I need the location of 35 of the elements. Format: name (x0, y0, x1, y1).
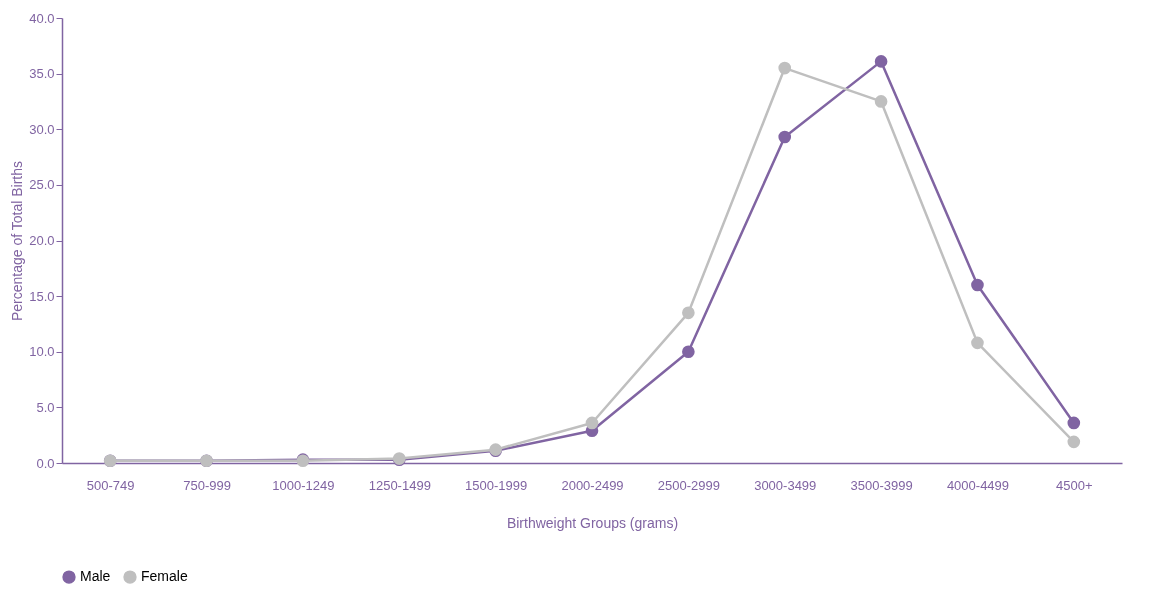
point (682, 306, 695, 320)
point (682, 345, 695, 359)
legend-label: Male (80, 568, 111, 585)
y-axis-title: Percentage of Total Births (9, 160, 26, 322)
y-tick-label: 40.0 (29, 10, 55, 26)
x-tick-label: 3500-3999 (850, 477, 913, 493)
point (971, 278, 984, 292)
y-tick-label: 10.0 (29, 344, 55, 360)
x-tick-label: 750-999 (183, 477, 231, 493)
point (1067, 416, 1081, 430)
x-tick-label: 1500-1999 (465, 477, 528, 493)
x-tick-label: 4500+ (1056, 477, 1093, 493)
x-tick-label: 3000-3499 (754, 477, 817, 493)
y-tick-label: 20.0 (29, 233, 55, 248)
y-tick-label: 25.0 (29, 177, 55, 193)
point (874, 95, 888, 108)
x-tick-label: 500-749 (86, 477, 135, 493)
x-axis-title: Birthweight Groups (grams) (506, 514, 679, 531)
x-tick-label: 2500-2999 (657, 477, 720, 493)
point (971, 336, 984, 350)
y-tick-label: 5.0 (36, 399, 55, 415)
point (1067, 435, 1081, 449)
legend-label: Female (141, 568, 188, 585)
x-tick-label: 2000-2499 (561, 477, 624, 493)
x-tick-label: 4000-4499 (946, 477, 1010, 493)
x-tick-label: 1250-1499 (368, 477, 431, 493)
y-tick-label: 0.0 (36, 455, 55, 471)
point (874, 55, 888, 68)
x-tick-label: 1000-1249 (272, 477, 335, 493)
point (778, 61, 792, 75)
y-tick-label: 30.0 (29, 121, 55, 137)
y-tick-label: 35.0 (29, 66, 55, 82)
y-tick-label: 15.0 (29, 288, 55, 304)
point (585, 416, 599, 430)
point (778, 130, 792, 144)
